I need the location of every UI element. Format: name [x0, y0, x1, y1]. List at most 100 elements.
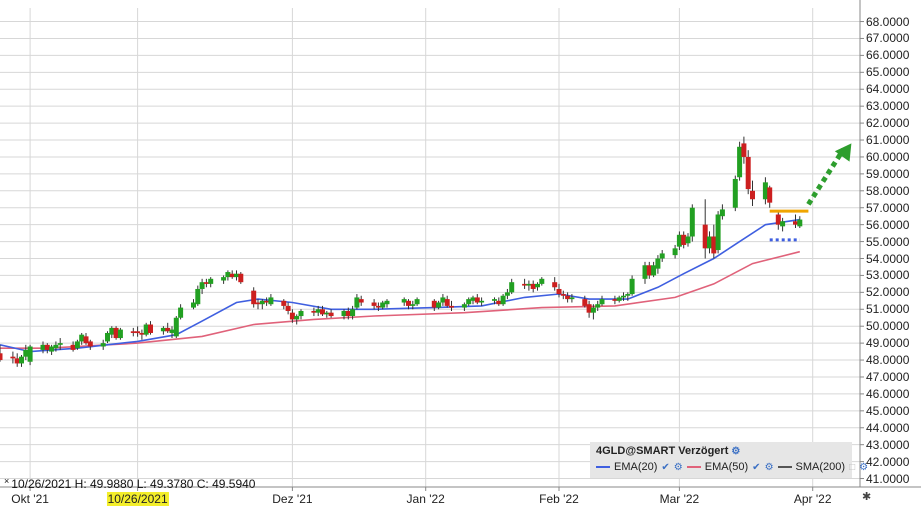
y-tick-label: 56.0000	[866, 217, 910, 232]
candle-body	[264, 300, 270, 303]
candle-body	[234, 273, 239, 278]
candle-body	[741, 143, 747, 157]
candle-body	[470, 297, 476, 301]
candle-body	[780, 221, 786, 227]
candle-body	[57, 343, 63, 345]
candle-body	[707, 236, 712, 249]
candle-body	[659, 253, 665, 259]
candle-body	[298, 310, 304, 317]
candle-body	[702, 224, 708, 249]
y-tick-label: 51.0000	[866, 302, 910, 317]
candle-body	[737, 146, 743, 178]
candle-body	[401, 299, 407, 303]
candle-body	[732, 178, 738, 208]
y-tick-label: 57.0000	[866, 200, 910, 215]
candle-body	[350, 309, 356, 317]
candle-body	[70, 344, 76, 350]
candle-body	[526, 283, 532, 286]
candle-body	[672, 248, 678, 256]
candle-body	[251, 290, 257, 305]
y-tick-label: 53.0000	[866, 268, 910, 283]
candle-body	[440, 297, 446, 303]
crosshair-date-highlight: 10/26/2021	[106, 492, 169, 506]
candle-body	[10, 356, 16, 359]
candle-body	[565, 295, 571, 300]
close-info-button[interactable]: ×	[4, 476, 10, 486]
candle-body	[203, 282, 209, 284]
candle-body	[380, 302, 386, 308]
candle-body	[87, 341, 93, 347]
candle-body	[410, 304, 416, 306]
candle-body	[160, 327, 166, 332]
sma200-label: SMA(200)	[795, 461, 846, 473]
candle-body	[259, 300, 265, 305]
candle-body	[444, 299, 450, 306]
ema50-check-icon[interactable]: ✔	[752, 461, 761, 473]
instrument-name: 4GLD@SMART Verzögert	[596, 445, 729, 457]
candle-body	[612, 299, 618, 301]
candle-body	[229, 273, 235, 278]
candle-body	[474, 297, 480, 303]
candle-body	[130, 331, 136, 333]
candle-body	[238, 273, 244, 283]
candle-body	[221, 277, 227, 281]
candle-body	[676, 234, 682, 247]
candle-body	[14, 358, 20, 364]
y-tick-label: 62.0000	[866, 116, 910, 131]
candle-body	[449, 305, 454, 308]
candle-body	[199, 282, 205, 289]
candle-body	[504, 292, 510, 296]
candle-body	[354, 297, 360, 308]
candle-body	[595, 304, 601, 308]
candle-body	[582, 299, 588, 306]
candle-body	[225, 272, 231, 278]
candle-body	[466, 299, 472, 305]
candle-body	[569, 297, 575, 300]
y-tick-label: 46.0000	[866, 386, 910, 401]
candle-body	[178, 307, 184, 318]
settings-gear-icon[interactable]: ⚙	[731, 446, 741, 457]
candle-body	[320, 309, 325, 315]
sma200-check-icon[interactable]: □	[849, 461, 856, 473]
candle-body	[358, 299, 364, 303]
ema20-check-icon[interactable]: ✔	[661, 461, 670, 473]
candle-body	[522, 283, 528, 286]
x-tick-label: Feb '22	[539, 492, 579, 506]
ema50-settings-icon[interactable]: ⚙	[764, 461, 774, 473]
candle-body	[49, 346, 55, 352]
candle-body	[100, 343, 106, 347]
candle-body	[414, 299, 420, 305]
x-tick-label: Jan '22	[406, 492, 445, 506]
ema50-label: EMA(50)	[704, 461, 749, 473]
candle-body	[165, 327, 171, 332]
candle-body	[431, 300, 437, 308]
candle-body	[135, 331, 141, 334]
candle-body	[621, 295, 626, 298]
ema20-settings-icon[interactable]: ⚙	[673, 461, 683, 473]
y-tick-label: 45.0000	[866, 403, 910, 418]
y-tick-label: 59.0000	[866, 166, 910, 181]
candle-body	[191, 302, 196, 308]
candle-body	[268, 297, 274, 305]
candle-body	[117, 329, 123, 339]
sma200-swatch	[777, 466, 792, 468]
candle-body	[655, 258, 661, 269]
candle-body	[556, 288, 562, 295]
x-tick-label: Dez '21	[272, 492, 313, 506]
candle-body	[552, 282, 558, 288]
candle-body	[629, 278, 635, 295]
candle-body	[83, 336, 89, 344]
x-tick-crosshair-label: 10/26/2021	[106, 492, 169, 506]
axis-corner-icon[interactable]: ✱	[862, 491, 872, 503]
x-tick-label: Mar '22	[659, 492, 700, 506]
sma200-settings-icon[interactable]: ⚙	[859, 461, 869, 473]
y-tick-label: 65.0000	[866, 65, 910, 80]
candle-body	[535, 283, 540, 288]
candle-body	[479, 300, 485, 303]
candle-body	[560, 294, 566, 296]
candle-body	[285, 305, 291, 311]
target-arrow-shaft	[806, 148, 846, 206]
candle-body	[328, 312, 334, 317]
